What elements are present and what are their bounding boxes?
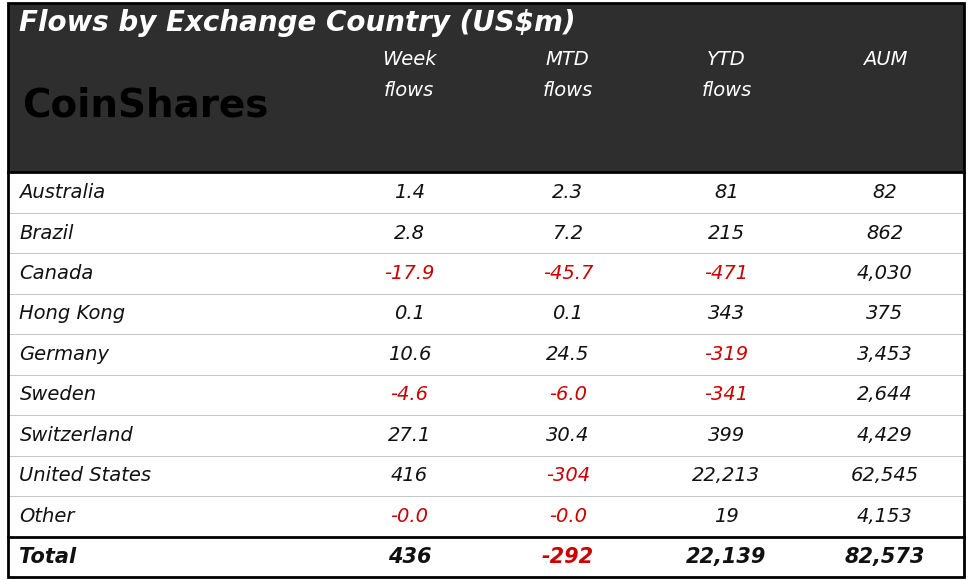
FancyBboxPatch shape <box>8 456 964 496</box>
Text: 416: 416 <box>391 466 428 485</box>
Text: 81: 81 <box>714 183 739 202</box>
Text: 22,139: 22,139 <box>686 547 767 567</box>
Text: 862: 862 <box>866 223 904 242</box>
Text: Other: Other <box>19 507 75 526</box>
Text: 2,644: 2,644 <box>857 386 913 404</box>
Text: -17.9: -17.9 <box>384 264 434 283</box>
Text: -304: -304 <box>545 466 590 485</box>
Text: Total: Total <box>19 547 77 567</box>
Text: CoinShares: CoinShares <box>22 87 268 125</box>
Text: YTD: YTD <box>707 50 746 70</box>
FancyBboxPatch shape <box>8 213 964 253</box>
Text: 19: 19 <box>714 507 739 526</box>
Text: 24.5: 24.5 <box>546 345 590 364</box>
Text: Germany: Germany <box>19 345 110 364</box>
Text: -0.0: -0.0 <box>391 507 429 526</box>
Text: 7.2: 7.2 <box>552 223 583 242</box>
Text: 3,453: 3,453 <box>857 345 913 364</box>
Text: -319: -319 <box>705 345 748 364</box>
Text: 30.4: 30.4 <box>546 426 590 445</box>
Text: 343: 343 <box>708 304 745 324</box>
Text: AUM: AUM <box>863 50 907 70</box>
Text: 0.1: 0.1 <box>552 304 583 324</box>
Text: 215: 215 <box>708 223 745 242</box>
Text: flows: flows <box>542 81 593 100</box>
Text: 2.8: 2.8 <box>394 223 425 242</box>
Text: 10.6: 10.6 <box>388 345 431 364</box>
Text: 62,545: 62,545 <box>850 466 919 485</box>
Text: 436: 436 <box>388 547 431 567</box>
Text: 82: 82 <box>873 183 897 202</box>
Text: -292: -292 <box>541 547 594 567</box>
Text: 2.3: 2.3 <box>552 183 583 202</box>
Text: 4,429: 4,429 <box>857 426 913 445</box>
Text: -0.0: -0.0 <box>549 507 587 526</box>
Text: Brazil: Brazil <box>19 223 74 242</box>
Text: 399: 399 <box>708 426 745 445</box>
Text: flows: flows <box>701 81 751 100</box>
Text: 4,030: 4,030 <box>857 264 913 283</box>
Text: Sweden: Sweden <box>19 386 96 404</box>
Text: Switzerland: Switzerland <box>19 426 133 445</box>
Text: -471: -471 <box>705 264 748 283</box>
Text: Hong Kong: Hong Kong <box>19 304 125 324</box>
FancyBboxPatch shape <box>8 253 964 293</box>
Text: flows: flows <box>384 81 434 100</box>
Text: United States: United States <box>19 466 152 485</box>
Text: 82,573: 82,573 <box>845 547 925 567</box>
FancyBboxPatch shape <box>8 415 964 456</box>
Text: 0.1: 0.1 <box>394 304 425 324</box>
Text: -341: -341 <box>705 386 748 404</box>
Text: Canada: Canada <box>19 264 94 283</box>
Text: Australia: Australia <box>19 183 106 202</box>
FancyBboxPatch shape <box>8 375 964 415</box>
Text: 4,153: 4,153 <box>857 507 913 526</box>
FancyBboxPatch shape <box>8 496 964 536</box>
Text: 375: 375 <box>866 304 904 324</box>
Text: MTD: MTD <box>546 50 590 70</box>
FancyBboxPatch shape <box>8 334 964 375</box>
FancyBboxPatch shape <box>8 3 964 172</box>
Text: Week: Week <box>382 50 436 70</box>
Text: 22,213: 22,213 <box>692 466 760 485</box>
Text: 1.4: 1.4 <box>394 183 425 202</box>
FancyBboxPatch shape <box>8 293 964 334</box>
Text: -6.0: -6.0 <box>549 386 587 404</box>
Text: Flows by Exchange Country (US$m): Flows by Exchange Country (US$m) <box>19 9 576 37</box>
Text: -45.7: -45.7 <box>542 264 593 283</box>
Text: -4.6: -4.6 <box>391 386 429 404</box>
FancyBboxPatch shape <box>8 536 964 577</box>
Text: 27.1: 27.1 <box>388 426 431 445</box>
FancyBboxPatch shape <box>8 172 964 213</box>
